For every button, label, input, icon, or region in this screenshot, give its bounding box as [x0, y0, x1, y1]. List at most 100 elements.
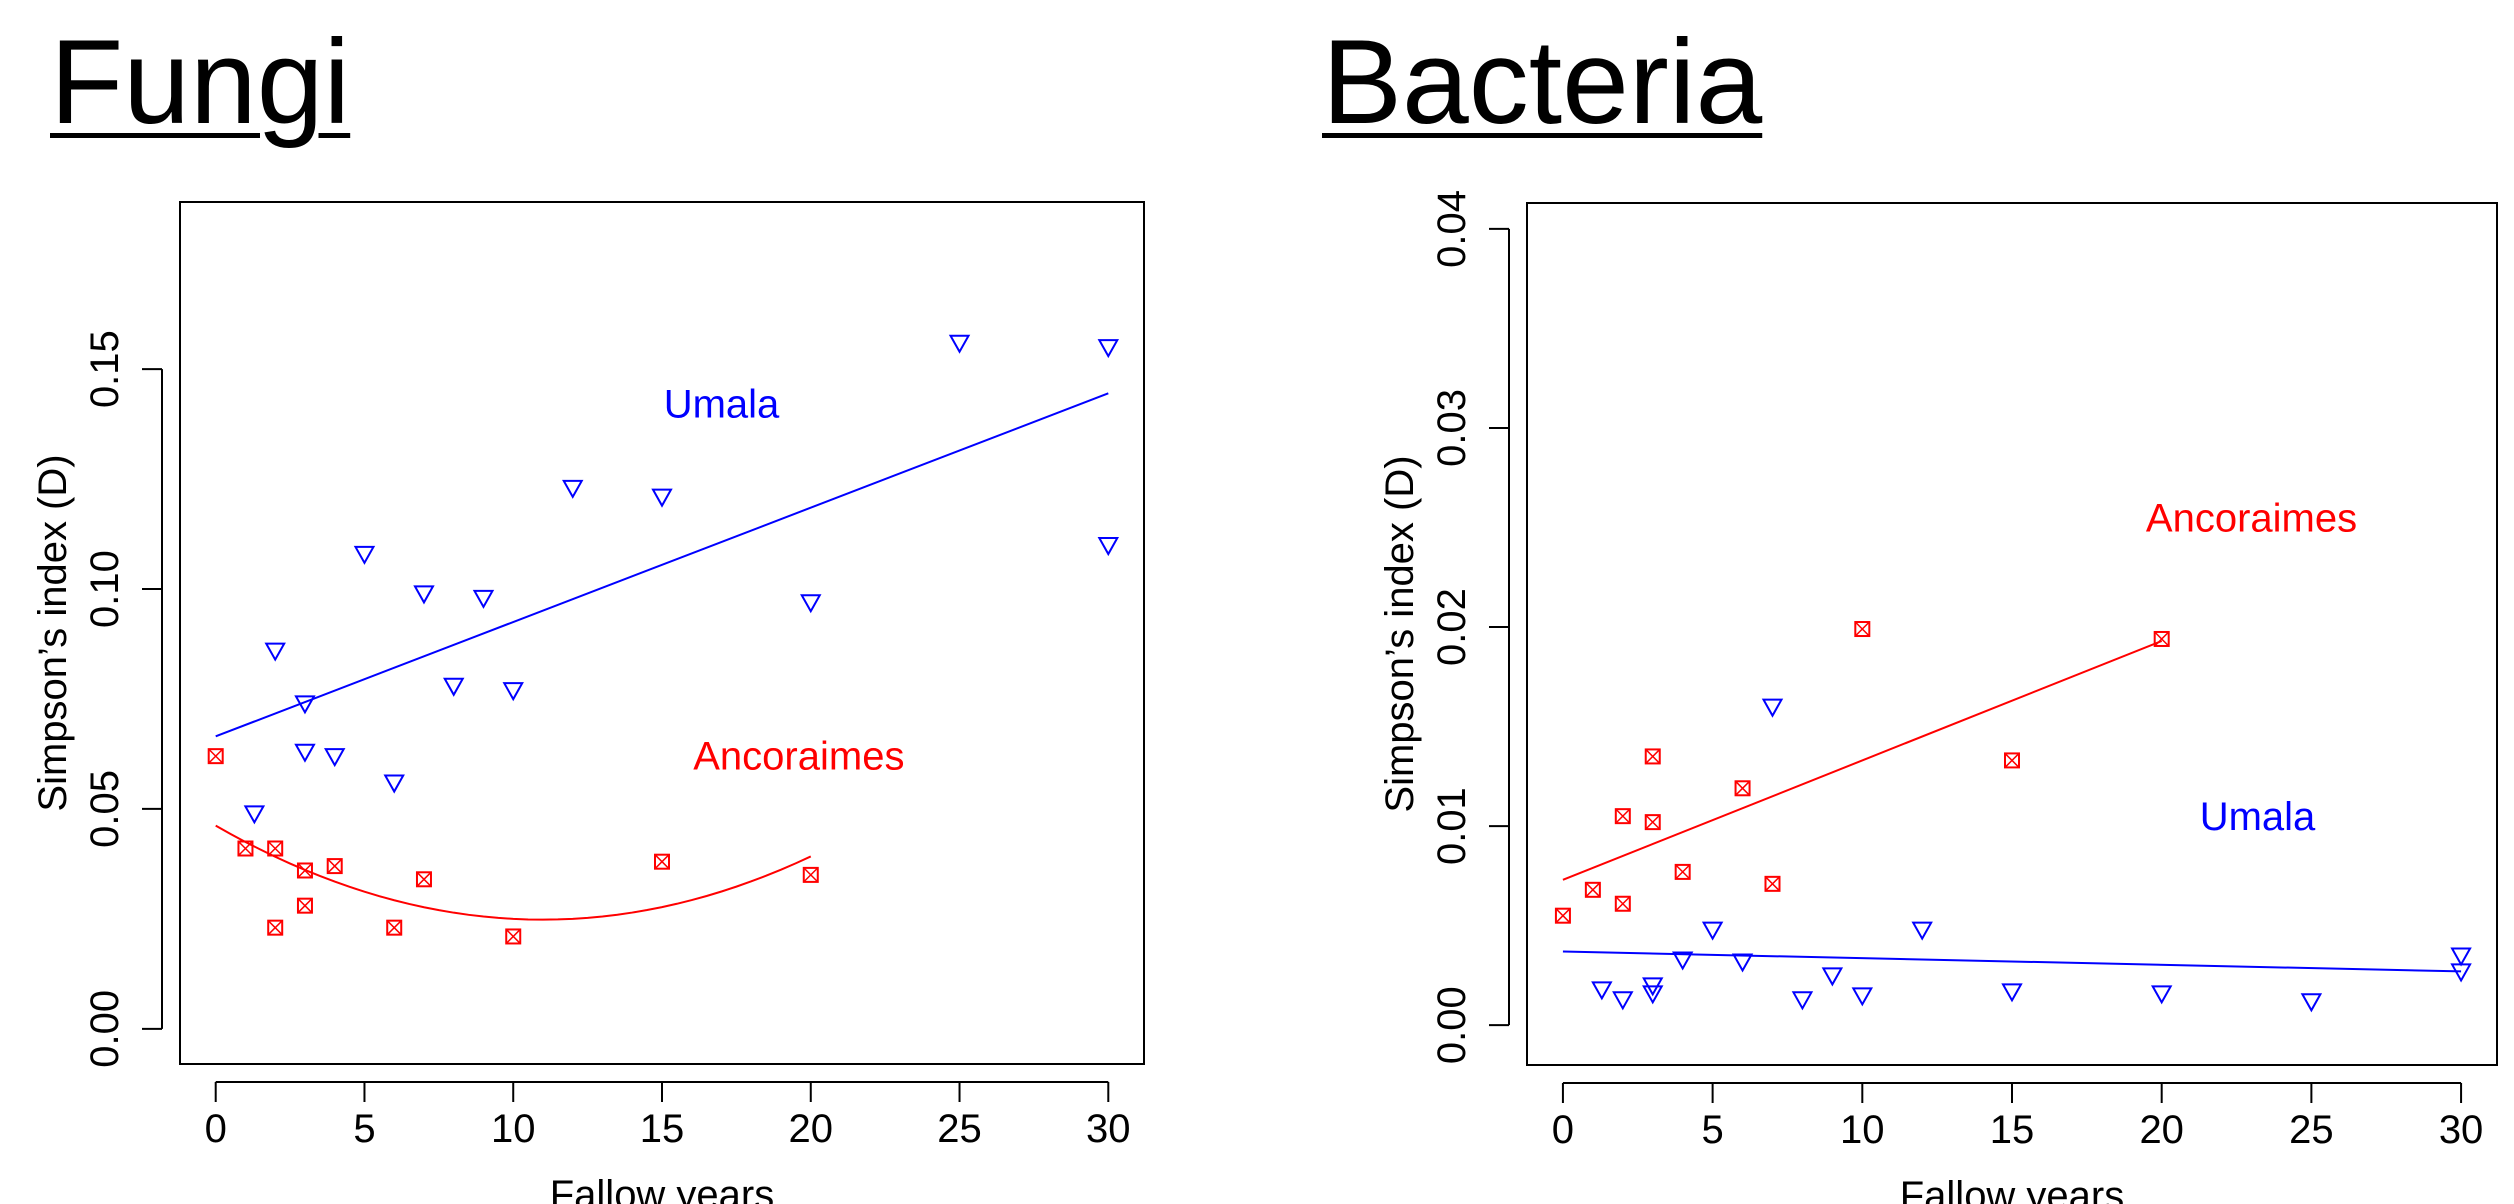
- bacteria-ancoraimes-data-point: [1644, 814, 1661, 831]
- fungi-x-tick-label: 0: [205, 1107, 227, 1151]
- fungi-x-axis-title: Fallow years: [550, 1173, 775, 1204]
- bacteria-annotation-umala: Umala: [2200, 795, 2316, 839]
- bacteria-ancoraimes-marker-cross: [1675, 864, 1691, 880]
- fungi-y-tick-label: 0.15: [83, 330, 127, 408]
- bacteria-plot-frame: [1526, 202, 2498, 1066]
- fungi-x-tick-label: 20: [789, 1107, 834, 1151]
- bacteria-ancoraimes-marker-cross: [1555, 908, 1571, 924]
- bacteria-ancoraimes-marker-cross: [2154, 631, 2170, 647]
- bacteria-y-tick-label: 0.00: [1430, 986, 1474, 1064]
- fungi-umala-data-point: [651, 488, 673, 508]
- fungi-umala-data-point: [502, 682, 524, 702]
- fungi-ancoraimes-marker-box: [802, 866, 819, 883]
- fungi-ancoraimes-marker-cross: [327, 858, 343, 874]
- bacteria-x-tick-label: 25: [2289, 1108, 2334, 1152]
- bacteria-umala-data-point: [1851, 987, 1874, 1007]
- fungi-umala-data-point: [948, 334, 971, 354]
- fungi-ancoraimes-data-point: [237, 840, 254, 857]
- bacteria-umala-data-point: [2300, 993, 2323, 1013]
- bacteria-ancoraimes-marker-cross: [1645, 748, 1661, 764]
- bacteria-ancoraimes-data-point: [2153, 630, 2170, 647]
- fungi-ancoraimes-fit-line: [215, 824, 812, 921]
- bacteria-ancoraimes-data-point: [1554, 907, 1571, 924]
- fungi-ancoraimes-data-point: [296, 897, 313, 914]
- fungi-umala-data-point: [264, 642, 286, 662]
- bacteria-ancoraimes-marker-cross: [2004, 752, 2020, 768]
- fungi-ancoraimes-marker-cross: [267, 840, 283, 857]
- bacteria-ancoraimes-marker-box: [2004, 752, 2020, 769]
- bacteria-umala-data-point: [1761, 698, 1784, 718]
- bacteria-y-tick-label: 0.01: [1430, 787, 1474, 865]
- fungi-y-tick-label: 0.10: [83, 550, 127, 628]
- fungi-ancoraimes-marker-box: [296, 897, 313, 914]
- fungi-plot-frame: [179, 201, 1145, 1065]
- bacteria-ancoraimes-data-point: [1854, 621, 1871, 638]
- fungi-ancoraimes-marker-cross: [803, 867, 819, 883]
- fungi-ancoraimes-marker-cross: [208, 748, 224, 764]
- bacteria-ancoraimes-data-point: [1674, 863, 1691, 880]
- bacteria-ancoraimes-data-point: [1614, 895, 1631, 912]
- bacteria-ancoraimes-data-point: [1764, 875, 1781, 892]
- bacteria-ancoraimes-marker-box: [1554, 907, 1571, 924]
- bacteria-umala-data-point: [1911, 921, 1933, 941]
- bacteria-umala-fit-line: [1562, 950, 2462, 973]
- fungi-y-tick-label: 0.05: [83, 770, 127, 848]
- bacteria-scatter-plot: 0 5 10 15 20 25 30 0.00 0.01 0.02 0.03 0.04 Fallow y…: [1378, 190, 2498, 1204]
- fungi-ancoraimes-data-point: [415, 871, 432, 888]
- fungi-ancoraimes-marker-box: [267, 840, 284, 857]
- fungi-annotation-ancoraimes: Ancoraimes: [693, 734, 904, 778]
- fungi-x-tick-label: 10: [491, 1107, 536, 1151]
- bacteria-ancoraimes-marker-cross: [1585, 882, 1601, 898]
- fungi-ancoraimes-marker-box: [386, 919, 403, 936]
- fungi-umala-data-point: [243, 805, 266, 825]
- bacteria-ancoraimes-data-point: [1614, 808, 1631, 825]
- bacteria-ancoraimes-data-point: [2004, 752, 2020, 769]
- bacteria-x-axis-title: Fallow years: [1900, 1174, 2125, 1204]
- fungi-ancoraimes-marker-cross: [416, 871, 432, 887]
- fungi-panel-title: Fungi: [50, 15, 351, 149]
- bacteria-x-tick-label: 30: [2439, 1108, 2484, 1152]
- fungi-ancoraimes-marker-box: [237, 840, 254, 857]
- bacteria-umala-data-point: [1821, 967, 1844, 987]
- bacteria-ancoraimes-fit-line: [1562, 640, 2163, 881]
- fungi-ancoraimes-data-point: [267, 919, 284, 936]
- bacteria-ancoraimes-marker-box: [1854, 621, 1871, 638]
- bacteria-ancoraimes-marker-cross: [1615, 896, 1631, 912]
- fungi-ancoraimes-data-point: [505, 928, 522, 945]
- bacteria-umala-data-point: [1791, 991, 1814, 1011]
- bacteria-ancoraimes-marker-box: [1644, 814, 1661, 831]
- bacteria-panel-title: Bacteria: [1322, 15, 1763, 149]
- fungi-ancoraimes-marker-box: [415, 871, 432, 888]
- fungi-umala-data-point: [562, 479, 584, 499]
- fungi-ancoraimes-marker-cross: [267, 920, 283, 936]
- bacteria-umala-data-point: [2450, 963, 2472, 983]
- fungi-umala-data-point: [472, 589, 495, 609]
- bacteria-umala-data-point: [1671, 951, 1694, 971]
- bacteria-umala-data-point: [2001, 983, 2023, 1003]
- fungi-ancoraimes-data-point: [802, 866, 819, 883]
- fungi-ancoraimes-marker-box: [207, 748, 224, 765]
- bacteria-y-tick-label: 0.04: [1430, 190, 1474, 268]
- bacteria-x-tick-label: 0: [1552, 1108, 1574, 1152]
- fungi-x-tick-label: 5: [353, 1107, 375, 1151]
- fungi-ancoraimes-marker-cross: [386, 920, 402, 936]
- bacteria-ancoraimes-marker-cross: [1854, 621, 1870, 637]
- bacteria-ancoraimes-marker-box: [1764, 875, 1781, 892]
- fungi-umala-data-point: [324, 748, 346, 768]
- bacteria-annotation-ancoraimes: Ancoraimes: [2146, 496, 2357, 540]
- fungi-ancoraimes-marker-cross: [505, 928, 521, 944]
- bacteria-ancoraimes-marker-cross: [1615, 808, 1631, 824]
- bacteria-ancoraimes-marker-box: [2153, 630, 2170, 647]
- bacteria-ancoraimes-marker-box: [1584, 881, 1601, 898]
- bacteria-ancoraimes-marker-box: [1614, 808, 1631, 825]
- bacteria-y-tick-label: 0.02: [1430, 588, 1474, 666]
- bacteria-umala-data-point: [1612, 991, 1634, 1011]
- fungi-umala-data-point: [294, 695, 316, 715]
- fungi-annotation-umala: Umala: [664, 383, 780, 427]
- fungi-umala-fit-line: [215, 392, 1109, 738]
- fungi-ancoraimes-data-point: [296, 862, 313, 879]
- fungi-ancoraimes-marker-box: [505, 928, 522, 945]
- bacteria-ancoraimes-data-point: [1734, 780, 1751, 797]
- fungi-umala-data-point: [800, 594, 822, 614]
